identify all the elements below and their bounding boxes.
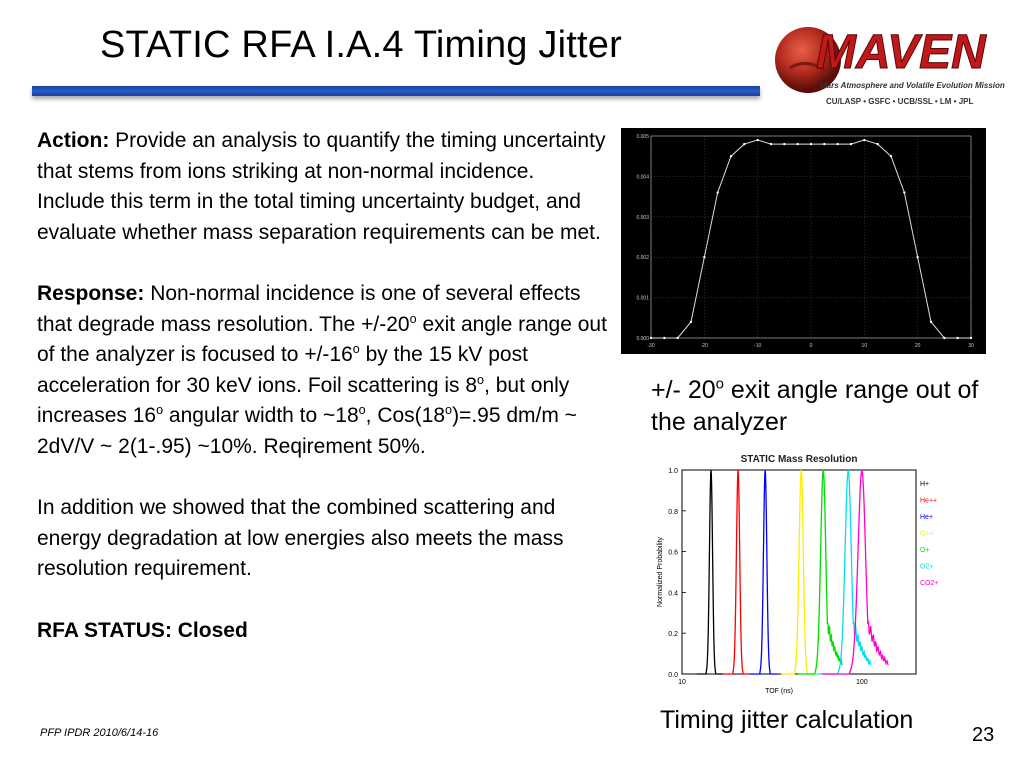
- data-point: [729, 155, 733, 158]
- data-point: [783, 142, 786, 146]
- mass-resolution-plot: STATIC Mass Resolution 0.0 0.2 0.4 0.6 0.8 1.0…: [648, 450, 966, 696]
- x-tick-label: 0: [810, 343, 813, 349]
- logo-partners: CU/LASP • GSFC • UCB/SSL • LM • JPL: [826, 97, 973, 106]
- legend-entry: O++: [920, 531, 934, 538]
- data-point: [796, 142, 799, 146]
- y-tick-label: 0.004: [636, 174, 649, 180]
- mars-planet-icon: [775, 27, 841, 93]
- data-point: [716, 191, 719, 194]
- data-point: [849, 142, 853, 146]
- exit-angle-plot: -30 -20 -10 0 10 20 30 0.000 0.001 0.002 0.003 0.00…: [621, 128, 986, 354]
- x-tick-label: 20: [915, 343, 921, 349]
- data-point: [809, 142, 813, 146]
- data-point: [903, 191, 906, 194]
- data-point: [956, 336, 959, 340]
- data-point: [769, 142, 773, 146]
- response-paragraph: Response: Non-normal incidence is one of…: [37, 281, 607, 458]
- data-point: [756, 138, 759, 142]
- action-label: Action:: [37, 129, 110, 152]
- footer-text: PFP IPDR 2010/6/14-16: [40, 727, 159, 739]
- x-axis-label: TOF (ns): [765, 688, 793, 695]
- legend-entry: He++: [920, 498, 937, 505]
- data-point: [743, 142, 746, 146]
- data-point: [689, 320, 693, 324]
- y-tick-label: 0.000: [636, 336, 649, 342]
- data-point: [969, 336, 973, 340]
- legend-entry: O+: [920, 547, 930, 554]
- y-tick-label: 0.6: [668, 550, 678, 557]
- x-tick-label: 10: [678, 679, 686, 686]
- y-axis-label: Normalized Probability: [657, 536, 664, 607]
- exit-angle-caption: +/- 20o exit angle range out of the anal…: [651, 375, 979, 436]
- series-line: [821, 469, 889, 675]
- timing-jitter-caption: Timing jitter calculation: [660, 706, 914, 734]
- data-point: [929, 320, 933, 324]
- y-tick-label: 0.0: [668, 672, 678, 679]
- y-tick-label: 0.2: [668, 631, 678, 638]
- series-line: [781, 469, 818, 675]
- page-number: 23: [972, 724, 995, 746]
- logo-wordmark: MAVEN: [816, 26, 987, 79]
- x-tick-label: -10: [754, 343, 761, 349]
- series-line: [749, 469, 779, 675]
- series-line: [696, 469, 723, 675]
- combined-paragraph: In addition we showed that the combined …: [37, 496, 564, 581]
- slide-title: STATIC RFA I.A.4 Timing Jitter: [100, 24, 622, 66]
- data-point: [916, 256, 919, 259]
- legend-entry: CO2+: [920, 580, 938, 587]
- x-tick-label: -20: [701, 343, 708, 349]
- y-tick-label: 0.002: [636, 255, 649, 261]
- y-tick-label: 1.0: [668, 468, 678, 475]
- title-underline-bar: [32, 86, 760, 96]
- series-line: [798, 469, 843, 675]
- data-point: [889, 155, 893, 158]
- series-line: [722, 469, 751, 675]
- legend-entry: H+: [920, 481, 929, 488]
- rfa-status: RFA STATUS: Closed: [37, 618, 248, 642]
- data-point: [836, 142, 839, 146]
- data-point: [823, 142, 826, 146]
- y-tick-label: 0.001: [636, 296, 649, 302]
- action-paragraph: Action: Provide an analysis to quantify …: [37, 126, 607, 248]
- action-text: Provide an analysis to quantify the timi…: [37, 129, 606, 244]
- x-tick-label: 30: [968, 343, 974, 349]
- maven-logo: MAVEN Mars Atmosphere and Volatile Evolu…: [775, 26, 1005, 106]
- response-label: Response:: [37, 281, 145, 305]
- y-tick-label: 0.8: [668, 509, 678, 516]
- data-point: [676, 336, 679, 340]
- x-tick-label: 100: [856, 679, 868, 686]
- data-point: [876, 142, 879, 146]
- x-tick-label: -30: [647, 343, 654, 349]
- plot-frame: [650, 135, 972, 339]
- chart-title: STATIC Mass Resolution: [741, 454, 858, 465]
- legend-entry: He+: [920, 514, 933, 521]
- slide-body: Action: Provide an analysis to quantify …: [37, 126, 607, 677]
- data-point: [649, 336, 653, 340]
- data-point: [703, 256, 706, 259]
- data-point: [663, 336, 666, 340]
- data-point: [863, 138, 866, 142]
- y-tick-label: 0.4: [668, 590, 678, 597]
- y-tick-label: 0.003: [636, 215, 649, 221]
- logo-subtitle: Mars Atmosphere and Volatile Evolution M…: [820, 81, 1005, 90]
- x-tick-label: 10: [862, 343, 868, 349]
- data-point: [943, 336, 946, 340]
- legend-entry: O2+: [920, 564, 933, 571]
- y-tick-label: 0.005: [636, 134, 649, 140]
